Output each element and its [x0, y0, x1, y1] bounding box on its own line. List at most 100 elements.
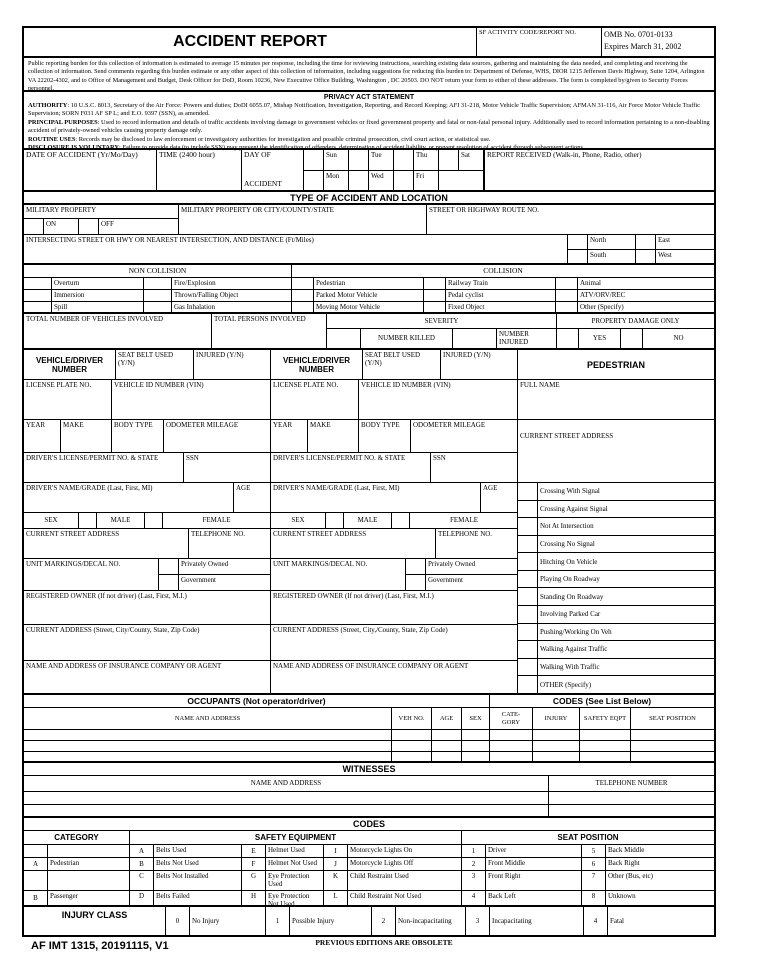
number-killed-input[interactable]: [453, 329, 497, 348]
checkbox-female-2[interactable]: [392, 513, 410, 528]
street-route-field[interactable]: STREET OR HIGHWAY ROUTE NO.: [427, 205, 714, 234]
drivers-license-field-1[interactable]: DRIVER'S LICENSE/PERMIT NO. & STATE: [24, 453, 184, 482]
checkbox-hitching-on-vehicle[interactable]: [518, 553, 538, 570]
occupant-1-age-cell[interactable]: [432, 730, 462, 740]
checkbox-on[interactable]: [24, 219, 44, 234]
ssn-field-1[interactable]: SSN: [184, 453, 270, 482]
checkbox-pedal-cyclist[interactable]: [424, 290, 446, 301]
checkbox-sat[interactable]: [439, 150, 459, 170]
odometer-field-2[interactable]: ODOMETER MILEAGE: [411, 420, 518, 452]
occupant-2-sex-cell[interactable]: [462, 741, 490, 751]
checkbox-crossing-with-signal[interactable]: [518, 483, 538, 500]
occupant-3-category-cell[interactable]: [490, 752, 533, 761]
pedestrian-address-field[interactable]: CURRENT STREET ADDRESS: [518, 420, 714, 483]
checkbox-walking-with-traffic[interactable]: [518, 658, 538, 676]
occupant-1-sex-cell[interactable]: [462, 730, 490, 740]
body-type-field-1[interactable]: BODY TYPE: [112, 420, 164, 452]
checkbox-damage-yes[interactable]: [557, 329, 579, 348]
checkbox-involving-parked-car[interactable]: [518, 606, 538, 623]
checkbox-government-2[interactable]: [406, 575, 426, 590]
occupant-2-category-cell[interactable]: [490, 741, 533, 751]
checkbox-pedestrian[interactable]: [292, 278, 314, 289]
checkbox-south[interactable]: [568, 249, 588, 263]
checkbox-west[interactable]: [636, 249, 656, 263]
intersecting-street-field[interactable]: INTERSECTING STREET OR HWY OR NEAREST IN…: [24, 235, 568, 263]
witness-2-phone-cell[interactable]: [549, 805, 714, 816]
checkbox-female-1[interactable]: [145, 513, 163, 528]
checkbox-other-specify[interactable]: [556, 302, 578, 312]
current-address-field-2[interactable]: CURRENT ADDRESS (Street, City,/County, S…: [271, 625, 518, 661]
year-field-1[interactable]: YEAR: [24, 420, 61, 452]
checkbox-north[interactable]: [568, 235, 588, 249]
checkbox-mon[interactable]: [304, 170, 324, 190]
occupant-2-veh-cell[interactable]: [392, 741, 432, 751]
odometer-field-1[interactable]: ODOMETER MILEAGE: [164, 420, 270, 452]
checkbox-moving-vehicle[interactable]: [292, 302, 314, 312]
date-of-accident-field[interactable]: DATE OF ACCIDENT (Yr/Mo/Day): [24, 150, 157, 190]
checkbox-standing-on-roadway[interactable]: [518, 588, 538, 606]
time-field[interactable]: TIME (2400 hour): [157, 150, 242, 190]
injured-field-2[interactable]: INJURED (Y/N): [441, 350, 518, 379]
license-plate-field-1[interactable]: LICENSE PLATE NO.: [24, 380, 112, 419]
checkbox-railway-train[interactable]: [424, 278, 446, 289]
checkbox-not-at-intersection[interactable]: [518, 518, 538, 535]
checkbox-privately-owned-2[interactable]: [406, 559, 426, 574]
military-or-city-field[interactable]: MILITARY PROPERTY OR CITY/COUNTY/STATE: [179, 205, 427, 234]
checkbox-privately-owned-1[interactable]: [159, 559, 179, 574]
checkbox-overturn[interactable]: [24, 278, 52, 289]
witness-2-name-cell[interactable]: [24, 805, 549, 816]
occupant-3-seat-cell[interactable]: [631, 752, 714, 761]
occupant-2-safety-cell[interactable]: [580, 741, 631, 751]
checkbox-parked-vehicle[interactable]: [292, 290, 314, 301]
checkbox-animal[interactable]: [556, 278, 578, 289]
current-street-field-2[interactable]: CURRENT STREET ADDRESS: [271, 529, 436, 558]
occupant-1-injury-cell[interactable]: [533, 730, 580, 740]
checkbox-government-1[interactable]: [159, 575, 179, 590]
seat-belt-field-1[interactable]: SEAT BELT USED (Y/N): [116, 350, 194, 379]
checkbox-crossing-against-signal[interactable]: [518, 500, 538, 518]
telephone-field-1[interactable]: TELEPHONE NO.: [189, 529, 270, 558]
occupant-3-name-cell[interactable]: [24, 752, 392, 761]
ssn-field-2[interactable]: SSN: [431, 453, 518, 482]
total-persons-field[interactable]: TOTAL PERSONS INVOLVED: [212, 314, 327, 348]
witness-1-phone-cell[interactable]: [549, 792, 714, 804]
occupant-1-veh-cell[interactable]: [392, 730, 432, 740]
checkbox-tue[interactable]: [349, 150, 369, 170]
unit-markings-field-1[interactable]: UNIT MARKINGS/DECAL NO.: [24, 559, 159, 590]
vin-field-2[interactable]: VEHICLE ID NUMBER (VIN): [359, 380, 518, 419]
occupant-1-category-cell[interactable]: [490, 730, 533, 740]
checkbox-fri[interactable]: [394, 170, 414, 190]
checkbox-crossing-no-signal[interactable]: [518, 535, 538, 553]
checkbox-thu[interactable]: [394, 150, 414, 170]
occupant-3-sex-cell[interactable]: [462, 752, 490, 761]
witness-1-name-cell[interactable]: [24, 792, 549, 804]
injured-field-1[interactable]: INJURED (Y/N): [194, 350, 270, 379]
telephone-field-2[interactable]: TELEPHONE NO.: [436, 529, 518, 558]
checkbox-off[interactable]: [79, 219, 99, 234]
make-field-2[interactable]: MAKE: [308, 420, 359, 452]
occupant-1-name-cell[interactable]: [24, 730, 392, 740]
checkbox-male-2[interactable]: [326, 513, 344, 528]
occupant-1-safety-cell[interactable]: [580, 730, 631, 740]
checkbox-walking-against-traffic[interactable]: [518, 641, 538, 658]
occupant-2-injury-cell[interactable]: [533, 741, 580, 751]
current-street-field-1[interactable]: CURRENT STREET ADDRESS: [24, 529, 189, 558]
checkbox-pedestrian-other[interactable]: [518, 676, 538, 693]
driver-name-field-1[interactable]: DRIVER'S NAME/GRADE (Last, First, MI): [24, 483, 234, 512]
checkbox-east[interactable]: [636, 235, 656, 249]
vin-field-1[interactable]: VEHICLE ID NUMBER (VIN): [112, 380, 270, 419]
checkbox-damage-no[interactable]: [621, 329, 643, 348]
registered-owner-field-1[interactable]: REGISTERED OWNER (If not driver) (Last, …: [24, 591, 270, 625]
drivers-license-field-2[interactable]: DRIVER'S LICENSE/PERMIT NO. & STATE: [271, 453, 431, 482]
body-type-field-2[interactable]: BODY TYPE: [359, 420, 411, 452]
sf-activity-field[interactable]: SF ACTIVITY CODE/REPORT NO.: [477, 28, 602, 56]
checkbox-fire-explosion[interactable]: [144, 278, 172, 289]
insurance-field-2[interactable]: NAME AND ADDRESS OF INSURANCE COMPANY OR…: [271, 661, 518, 693]
checkbox-atv-orv-rec[interactable]: [556, 290, 578, 301]
year-field-2[interactable]: YEAR: [271, 420, 308, 452]
make-field-1[interactable]: MAKE: [61, 420, 112, 452]
total-vehicles-field[interactable]: TOTAL NUMBER OF VEHICLES INVOLVED: [24, 314, 212, 348]
seat-belt-field-2[interactable]: SEAT BELT USED (Y/N): [363, 350, 441, 379]
age-field-2[interactable]: AGE: [481, 483, 518, 512]
license-plate-field-2[interactable]: LICENSE PLATE NO.: [271, 380, 359, 419]
